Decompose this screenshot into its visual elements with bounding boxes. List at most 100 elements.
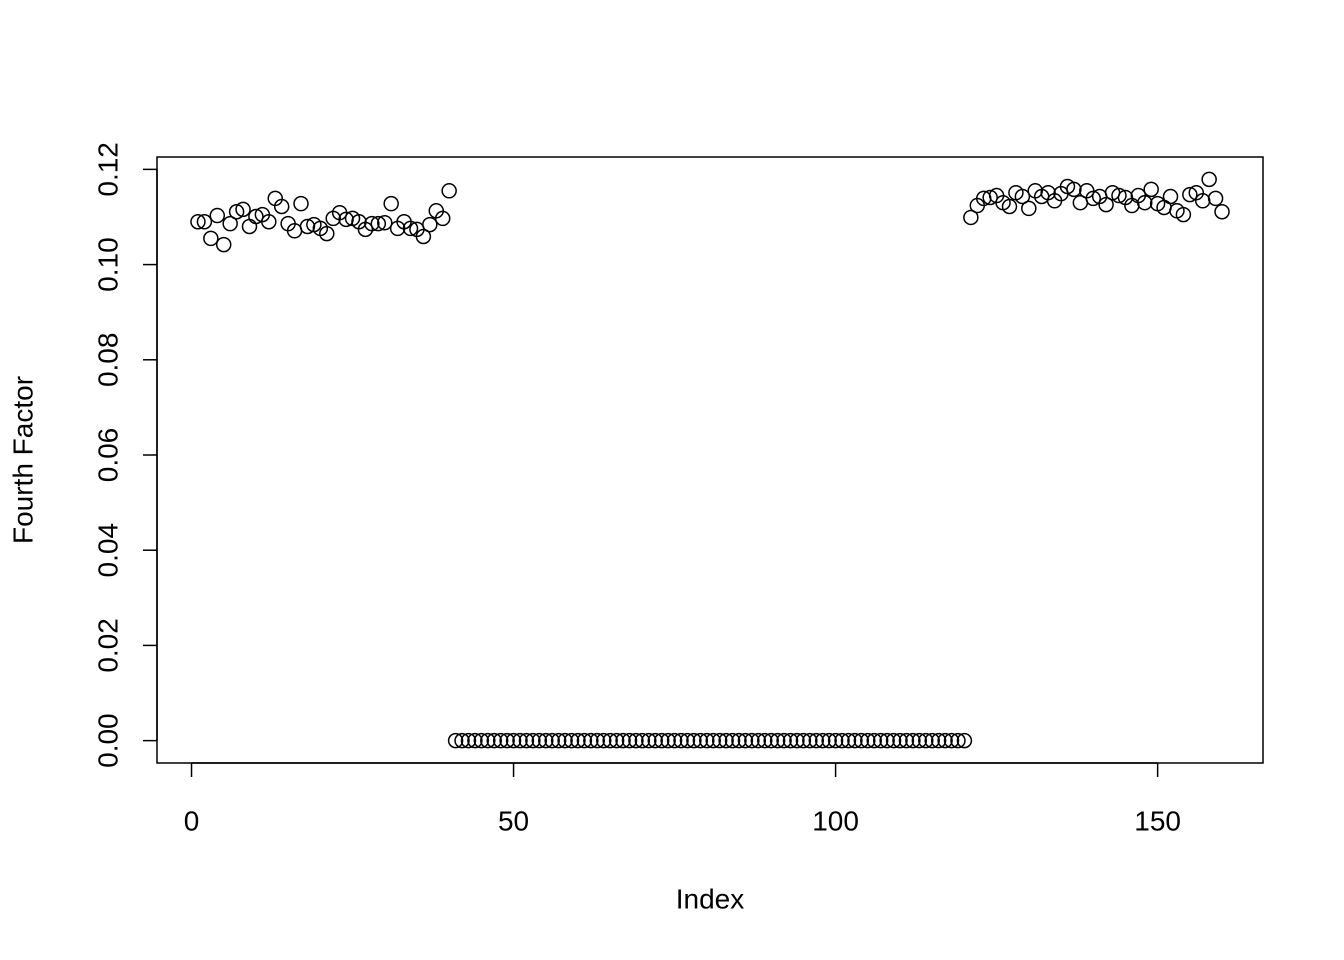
x-tick-label: 150 [1134,805,1181,836]
point [190,213,206,230]
point [454,732,470,749]
point [840,732,857,749]
point [937,732,953,749]
point [673,732,689,749]
point [769,732,786,749]
point [589,732,606,749]
point [1014,188,1031,205]
point [505,732,522,749]
point [235,201,251,218]
point [460,732,477,749]
point [756,732,773,749]
point [434,210,451,227]
point [1136,194,1153,211]
point [228,203,245,220]
point [802,732,818,749]
point [963,209,979,226]
y-tick-label: 0.12 [92,142,123,197]
point [905,732,921,749]
point [847,732,863,749]
point [911,732,928,749]
point [737,732,754,749]
x-tick-label: 0 [184,805,200,836]
point [608,732,625,749]
point [821,732,837,749]
point [898,732,915,749]
point [930,732,947,749]
point [364,215,380,232]
point [718,732,734,749]
point [480,732,496,749]
x-tick-label: 50 [498,805,529,836]
point [415,228,432,245]
point [241,218,258,235]
point [763,732,779,749]
point [299,218,316,235]
point [827,732,844,749]
y-tick-label: 0.10 [92,237,123,292]
point [660,732,676,749]
point [776,732,792,749]
y-tick-label: 0.08 [92,333,123,388]
point [711,732,728,749]
point [885,732,902,749]
y-tick-label: 0.04 [92,523,123,578]
point [647,732,664,749]
point [924,732,940,749]
point [750,732,767,749]
point [834,732,850,749]
point [705,732,721,749]
point [499,732,515,749]
point [692,732,709,749]
point [1085,190,1101,207]
point [486,732,502,749]
plot-box [156,156,1264,764]
point [918,732,934,749]
point [956,732,973,749]
point [789,732,805,749]
point [1001,198,1018,215]
point [583,732,599,749]
point [1021,200,1037,217]
point [731,732,747,749]
point [538,732,554,749]
point [557,732,573,749]
point [686,732,702,749]
point [1201,171,1217,188]
point [422,216,438,233]
y-axis-label: Fourth Factor [7,376,38,544]
point [641,732,657,749]
point [1162,188,1179,205]
point [860,732,876,749]
point [196,213,213,230]
point [943,732,960,749]
point [376,214,393,231]
point [1182,186,1198,203]
point [814,732,831,749]
point [248,208,264,225]
point [293,195,309,212]
point [222,215,238,232]
point [570,732,586,749]
point [518,732,535,749]
point [215,236,232,253]
point [319,225,335,242]
point [666,732,683,749]
point [576,732,593,749]
point [853,732,870,749]
y-tick-label: 0.06 [92,428,123,483]
point [724,732,741,749]
point [628,732,644,749]
point [402,220,419,237]
point [203,230,219,247]
point [1098,196,1114,213]
point [808,732,825,749]
point [1175,206,1192,223]
point [782,732,799,749]
point [982,189,998,206]
point [550,732,567,749]
point [370,215,387,232]
point [595,732,612,749]
